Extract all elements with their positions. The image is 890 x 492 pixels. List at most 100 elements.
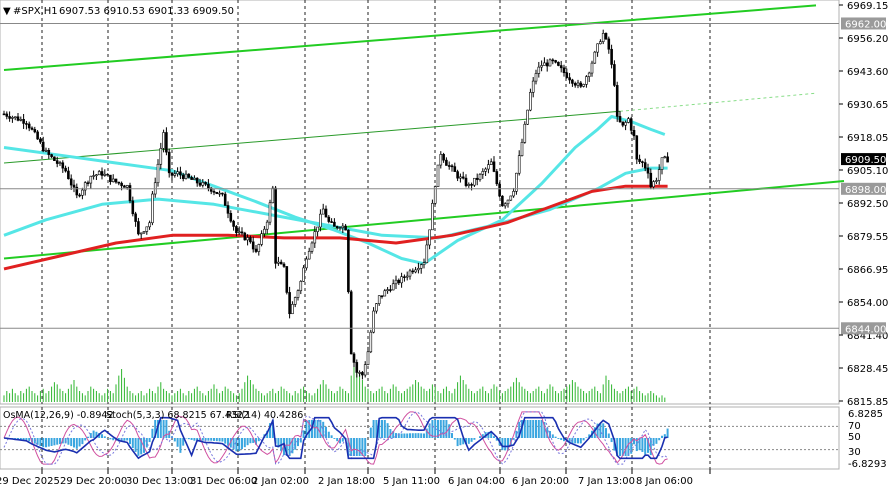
- x-tick-label: 7 Jan 13:00: [578, 476, 635, 487]
- candle-body: [47, 149, 51, 155]
- candle-body: [145, 226, 149, 232]
- candle-body: [58, 162, 62, 165]
- candle-body: [629, 118, 633, 131]
- candle-body: [291, 304, 294, 315]
- candle-body: [599, 41, 602, 45]
- candle-body: [579, 82, 583, 87]
- candle-body: [246, 237, 249, 241]
- candle-body: [53, 156, 56, 161]
- candle-body: [243, 232, 247, 241]
- trend-line-0: [3, 4, 817, 71]
- candle-body: [632, 130, 636, 137]
- candle-body: [559, 65, 563, 69]
- candle-body: [97, 171, 101, 176]
- candle-body: [86, 182, 90, 184]
- stoch-signal-line: [3, 411, 668, 465]
- candle-body: [366, 351, 370, 365]
- candle-body: [621, 121, 625, 126]
- candle-body: [590, 62, 594, 74]
- candle-body: [333, 221, 336, 227]
- candle-body: [461, 176, 465, 179]
- candle-body: [660, 157, 664, 170]
- candle-body: [557, 61, 560, 66]
- candle-body: [408, 270, 412, 277]
- symbol-arrow-icon[interactable]: ▼: [3, 6, 11, 17]
- candle-body: [447, 165, 451, 167]
- candle-body: [403, 276, 406, 278]
- candle-body: [436, 164, 440, 187]
- candle-body: [92, 175, 95, 177]
- candle-body: [257, 244, 261, 252]
- candle-body: [282, 263, 286, 267]
- candle-body: [464, 177, 468, 186]
- candle-body: [470, 184, 473, 186]
- candle-body: [576, 82, 580, 86]
- candle-body: [162, 132, 165, 149]
- candle-body: [263, 228, 266, 235]
- candle-body: [61, 162, 65, 169]
- candle-body: [475, 177, 479, 180]
- candle-body: [72, 184, 76, 188]
- osma-label: OsMA(12,26,9) -0.8942: [3, 410, 113, 421]
- candle-body: [361, 372, 364, 376]
- y-tick-label: 6841.40: [847, 331, 888, 342]
- candle-body: [492, 161, 496, 172]
- candle-body: [89, 175, 93, 184]
- candle-body: [613, 64, 616, 86]
- trend-lines: [3, 4, 845, 260]
- candle-body: [604, 33, 608, 40]
- x-tick-label: 6 Jan 04:00: [448, 476, 505, 487]
- candle-body: [39, 138, 42, 143]
- candle-body: [251, 241, 255, 250]
- candle-body: [562, 67, 566, 74]
- moving-average-line-0: [3, 115, 666, 266]
- candle-body: [249, 237, 252, 243]
- candle-body: [131, 200, 135, 215]
- candle-body: [445, 159, 448, 166]
- candle-body: [212, 191, 216, 193]
- horizontal-level-lines: [0, 22, 839, 329]
- candle-body: [179, 171, 182, 176]
- candle-body: [25, 123, 28, 125]
- candle-body: [643, 162, 647, 169]
- candle-body: [299, 281, 303, 292]
- candle-body: [33, 129, 37, 133]
- candle-body: [571, 79, 574, 84]
- candle-body: [27, 123, 31, 129]
- candle-body: [593, 51, 597, 64]
- candle-body: [607, 38, 611, 50]
- y-tick-label: 6892.50: [847, 199, 888, 210]
- candle-body: [515, 172, 518, 192]
- candle-body: [389, 289, 392, 291]
- candle-body: [310, 242, 314, 252]
- y-tick-label: 6854.00: [847, 298, 888, 309]
- candle-body: [419, 264, 423, 269]
- candle-body: [548, 59, 552, 67]
- candle-body: [67, 170, 70, 180]
- candle-body: [512, 191, 515, 197]
- candle-body: [610, 48, 613, 65]
- candle-body: [627, 118, 630, 123]
- candle-body: [573, 83, 577, 86]
- ind-axis-bottom: -6.8293: [848, 459, 887, 470]
- y-tick-label: 6969.15: [847, 1, 888, 12]
- candle-body: [134, 213, 137, 222]
- candle-body: [81, 189, 84, 196]
- x-tick-label: 29 Dec 2025: [0, 476, 60, 487]
- candle-body: [235, 226, 238, 234]
- candle-body: [55, 160, 59, 164]
- candle-body: [139, 232, 143, 235]
- candle-body: [453, 166, 457, 172]
- candle-body: [114, 178, 118, 183]
- ind-axis-top: 6.8285: [848, 409, 883, 420]
- candle-body: [587, 72, 591, 77]
- candle-body: [237, 231, 241, 234]
- candle-body: [467, 184, 471, 186]
- candle-body: [95, 174, 98, 177]
- candle-body: [425, 244, 429, 264]
- candle-body: [165, 132, 168, 153]
- candle-body: [277, 261, 280, 264]
- candle-body: [16, 116, 20, 121]
